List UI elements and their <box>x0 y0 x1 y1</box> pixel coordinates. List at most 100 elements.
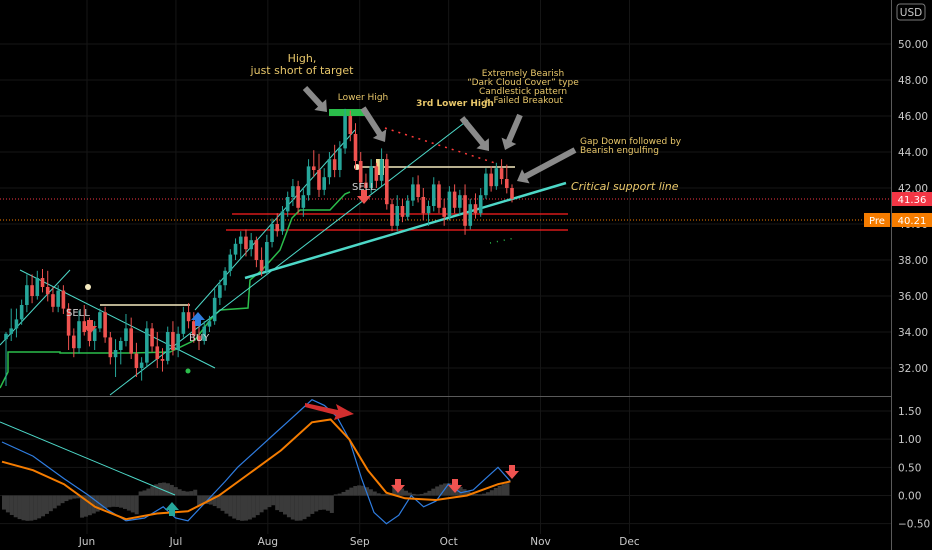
candle[interactable] <box>14 308 19 338</box>
candle[interactable] <box>155 332 160 368</box>
candle[interactable] <box>51 287 55 313</box>
candle[interactable] <box>228 249 233 277</box>
candle[interactable] <box>301 188 306 217</box>
candle[interactable] <box>160 348 165 372</box>
candle[interactable] <box>463 184 467 235</box>
candle[interactable] <box>369 159 373 194</box>
candle[interactable] <box>442 198 446 226</box>
candle[interactable] <box>473 193 478 219</box>
candle[interactable] <box>270 218 274 248</box>
candle[interactable] <box>395 195 400 232</box>
candle[interactable] <box>238 231 243 259</box>
candle[interactable] <box>124 314 128 347</box>
candle[interactable] <box>296 180 300 214</box>
candle[interactable] <box>165 326 170 365</box>
candle[interactable] <box>129 317 133 359</box>
candle[interactable] <box>291 179 295 206</box>
candle[interactable] <box>385 153 389 210</box>
candle[interactable] <box>332 144 337 178</box>
candle[interactable] <box>494 162 499 190</box>
histogram-bar <box>435 486 440 496</box>
candle[interactable] <box>311 150 316 178</box>
candle[interactable] <box>478 188 483 217</box>
candle[interactable] <box>400 198 405 223</box>
candle[interactable] <box>499 159 504 185</box>
candle[interactable] <box>19 299 24 325</box>
candle[interactable] <box>45 270 50 302</box>
candle[interactable] <box>327 152 332 185</box>
candle[interactable] <box>25 274 29 313</box>
candle[interactable] <box>4 332 8 386</box>
candle[interactable] <box>275 213 280 237</box>
price-axis[interactable]: 50.0048.0046.0044.0042.0040.0038.0036.00… <box>898 39 928 375</box>
histogram-bar <box>130 495 135 513</box>
candle[interactable] <box>437 180 441 214</box>
candle[interactable] <box>108 332 113 365</box>
candle[interactable] <box>452 184 457 214</box>
candle[interactable] <box>416 175 420 203</box>
candle[interactable] <box>212 288 217 325</box>
candle[interactable] <box>233 238 238 260</box>
time-axis[interactable]: Jun Jul Aug Sep Oct Nov Dec <box>78 536 640 548</box>
candle[interactable] <box>98 308 102 332</box>
candle[interactable] <box>374 162 379 188</box>
candle[interactable] <box>223 267 227 291</box>
candle[interactable] <box>411 177 415 206</box>
candle[interactable] <box>207 315 212 332</box>
candle[interactable] <box>421 188 426 221</box>
candle[interactable] <box>103 306 107 343</box>
candle[interactable] <box>145 321 149 367</box>
candle[interactable] <box>218 279 222 305</box>
candle[interactable] <box>202 321 207 345</box>
candle[interactable] <box>343 108 347 154</box>
candle[interactable] <box>489 166 493 192</box>
candle[interactable] <box>348 110 353 142</box>
candle[interactable] <box>484 168 488 199</box>
candle[interactable] <box>306 159 311 201</box>
candle[interactable] <box>72 328 76 358</box>
currency-badge[interactable]: USD <box>896 3 926 21</box>
candle[interactable] <box>35 270 40 300</box>
candle[interactable] <box>280 206 285 235</box>
candle[interactable] <box>285 191 290 217</box>
candle[interactable] <box>317 153 321 197</box>
candle[interactable] <box>40 269 45 293</box>
candle[interactable] <box>259 247 264 277</box>
candle[interactable] <box>431 177 436 212</box>
candle[interactable] <box>379 148 384 187</box>
candle[interactable] <box>405 195 410 221</box>
candle[interactable] <box>197 326 201 350</box>
oscillator-axis[interactable]: 1.50 1.00 0.50 0.00 −0.50 <box>898 406 930 531</box>
candle[interactable] <box>66 303 71 350</box>
candle[interactable] <box>134 342 139 377</box>
candle[interactable] <box>244 229 248 257</box>
candle[interactable] <box>353 123 358 170</box>
candle[interactable] <box>186 303 191 329</box>
candle[interactable] <box>265 234 269 275</box>
candle[interactable] <box>322 168 327 196</box>
candle[interactable] <box>358 152 363 188</box>
candle[interactable] <box>468 198 473 230</box>
candle[interactable] <box>426 200 431 226</box>
candle[interactable] <box>181 306 186 338</box>
candle[interactable] <box>56 285 60 313</box>
candle[interactable] <box>338 141 342 178</box>
candle[interactable] <box>171 321 175 356</box>
candle[interactable] <box>30 274 34 304</box>
candle[interactable] <box>61 285 66 314</box>
candle[interactable] <box>118 337 123 365</box>
candle[interactable] <box>150 323 154 352</box>
candle[interactable] <box>447 186 452 221</box>
candle[interactable] <box>458 189 462 215</box>
candle[interactable] <box>77 310 81 354</box>
candle[interactable] <box>254 236 259 268</box>
candle[interactable] <box>113 339 118 377</box>
candle[interactable] <box>9 308 14 341</box>
candle[interactable] <box>249 233 253 257</box>
candle[interactable] <box>504 164 509 194</box>
candle[interactable] <box>176 326 180 358</box>
candle[interactable] <box>510 184 514 203</box>
candle[interactable] <box>390 198 394 232</box>
candle[interactable] <box>139 357 144 381</box>
